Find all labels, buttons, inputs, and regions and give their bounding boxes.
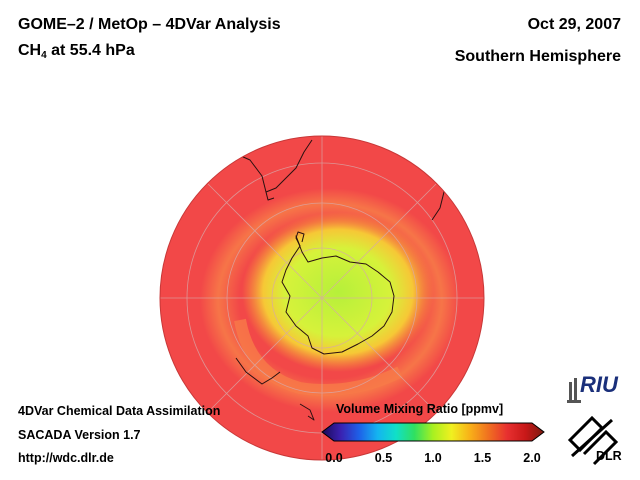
antarctic-peninsula bbox=[295, 231, 305, 247]
region-label: Southern Hemisphere bbox=[454, 48, 621, 65]
riu-logo: RIU bbox=[566, 372, 628, 404]
colorbar-tick-label: 1.5 bbox=[473, 451, 492, 465]
species-rest: at 55.4 hPa bbox=[46, 42, 135, 59]
dlr-logo-text: DLR bbox=[596, 449, 622, 463]
colorbar-title: Volume Mixing Ratio [ppmv] bbox=[336, 402, 504, 416]
colorbar-tick-label: 2.0 bbox=[523, 451, 541, 465]
graticule bbox=[160, 136, 484, 460]
australia-coast bbox=[235, 357, 281, 385]
colorbar-tick-label: 0.0 bbox=[325, 451, 343, 465]
filament-tail bbox=[234, 318, 403, 396]
colorbar-ramp bbox=[321, 422, 545, 442]
footer-line1: 4DVar Chemical Data Assimilation bbox=[18, 404, 221, 418]
riu-building-icon bbox=[567, 378, 581, 403]
colorbar-tick-label: 1.0 bbox=[424, 451, 442, 465]
colorbar-tick-label: 0.5 bbox=[374, 451, 393, 465]
footer-line2: SACADA Version 1.7 bbox=[18, 428, 141, 442]
south-america-tip bbox=[265, 191, 275, 201]
dlr-logo-icon bbox=[567, 415, 619, 466]
colorbar bbox=[321, 422, 545, 442]
polar-vortex bbox=[242, 212, 434, 372]
title-line1: GOME–2 / MetOp – 4DVar Analysis bbox=[18, 16, 281, 33]
new-zealand-coast bbox=[299, 403, 315, 421]
riu-logo-text: RIU bbox=[580, 372, 618, 397]
species-subscript: 4 bbox=[41, 50, 47, 61]
antarctica-coast bbox=[281, 235, 395, 355]
date-label: Oct 29, 2007 bbox=[527, 16, 621, 33]
globe-outline bbox=[159, 135, 485, 461]
footer-link[interactable]: http://wdc.dlr.de bbox=[18, 451, 114, 465]
species-main: CH bbox=[18, 42, 42, 59]
species-title: CH4 at 55.4 hPa bbox=[18, 42, 135, 61]
